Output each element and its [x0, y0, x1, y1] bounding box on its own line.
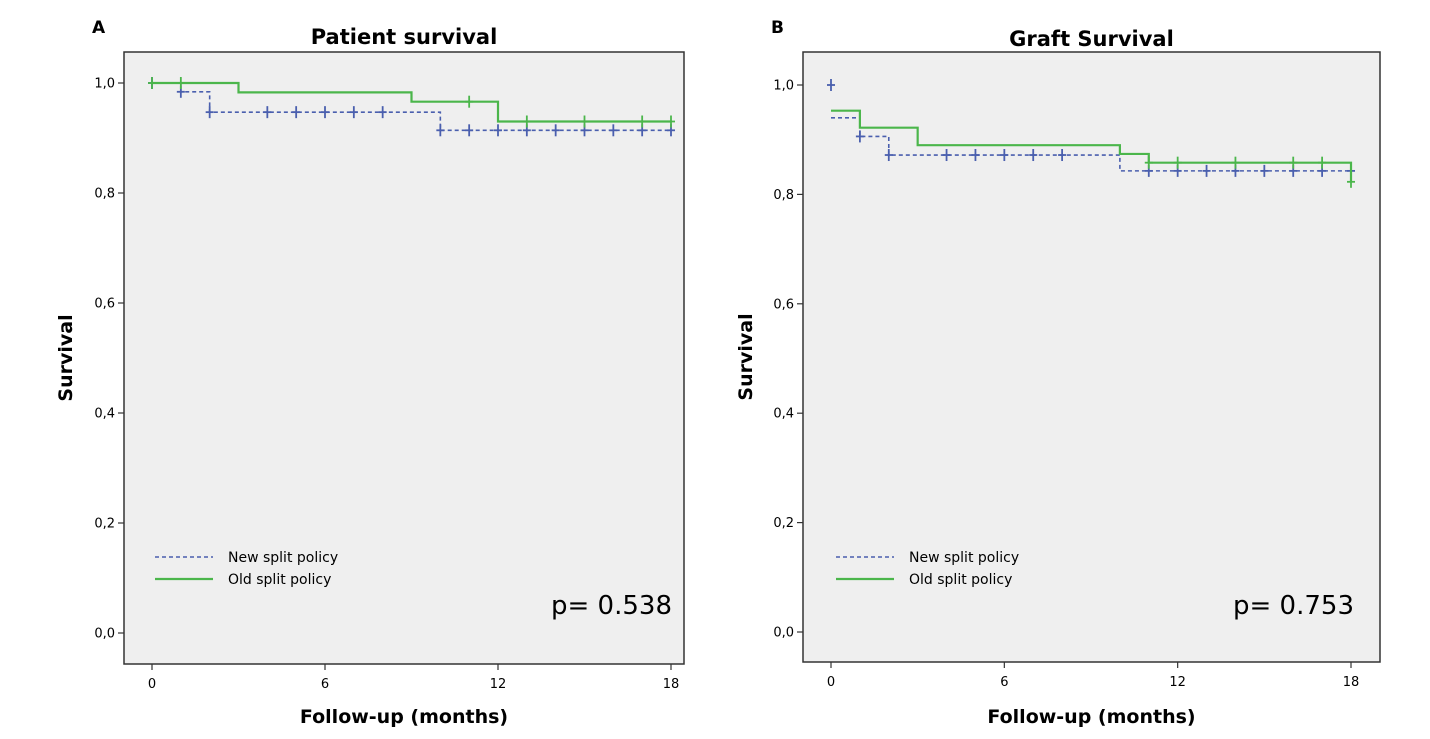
chart-a-series-new-split-policy-censor-mark [263, 106, 272, 119]
chart-b-series-new-split-policy-censor-mark [855, 130, 864, 143]
chart-b-series-old-split-policy [831, 109, 1355, 188]
chart-a-x-axis-label: Follow-up (months) [300, 706, 508, 728]
chart-a-series-new-split-policy-censor-mark [494, 124, 502, 137]
chart-b-p-value: p= 0.753 [1233, 591, 1354, 621]
chart-b-title: Graft Survival [1009, 27, 1174, 51]
chart-a-panel-letter: A [92, 18, 106, 38]
chart-a-series-new-split-policy-censor-mark [292, 106, 301, 119]
chart-a-plot-area [123, 51, 685, 665]
chart-a-x-tick-label: 12 [490, 677, 507, 692]
chart-b-legend: New split policy Old split policy [836, 550, 1019, 588]
chart-b-x-tick-label: 18 [1343, 675, 1360, 690]
chart-b-y-tick-label: 0,8 [773, 188, 794, 203]
chart-b-series-old-split-policy-censor-mark [1231, 156, 1240, 169]
chart-a-y-tick-label: 1,0 [94, 77, 115, 92]
chart-a-y-tick-label: 0,0 [94, 627, 115, 642]
chart-a-series-old-split-policy-censor-mark [580, 115, 589, 128]
chart-b-series-new-split-policy-censor-mark [1260, 164, 1269, 177]
chart-a-y-axis-label: Survival [55, 314, 77, 401]
chart-a-series-new-split-policy-censor-mark [349, 106, 358, 119]
chart-a-y-tick-label: 0,8 [94, 187, 115, 202]
chart-b-series-old-split-policy-censor-mark [1173, 156, 1182, 169]
chart-a-series-old-split-policy-censor-mark [148, 77, 156, 89]
chart-b-y-tick-label: 0,2 [773, 516, 794, 531]
chart-a-y-tick-label: 0,4 [94, 407, 115, 422]
chart-a-series-new-split-policy-censor-mark [321, 106, 329, 119]
chart-b-x-tick-label: 0 [827, 675, 835, 690]
chart-a-series-old-split-policy-censor-mark [465, 95, 474, 108]
chart-a-series-old-split-policy-censor-mark [522, 115, 531, 128]
chart-a-series-old-split-policy-line [152, 81, 671, 123]
chart-b-y-tick-label: 0,0 [773, 626, 794, 641]
chart-b-panel-letter: B [771, 18, 784, 38]
chart-a: A Patient survival 0,0 0,2 0,4 0,6 0,8 1,0 0 6 12 1… [55, 18, 685, 728]
chart-b-y-tick-label: 0,6 [773, 297, 794, 312]
chart-a-legend-label: Old split policy [228, 572, 331, 588]
chart-b-series-new-split-policy-censor-mark [1029, 149, 1038, 162]
chart-a-y-tick-label: 0,2 [94, 517, 115, 532]
chart-b-series-new-split-policy-censor-mark [884, 149, 893, 162]
chart-a-p-value: p= 0.538 [551, 591, 672, 621]
chart-b-series-old-split-policy-line [831, 109, 1353, 182]
chart-b-series-new-split-policy-censor-mark [827, 79, 835, 91]
chart-a-series-new-split-policy-censor-mark [551, 124, 560, 137]
chart-a-series-new-split-policy-censor-mark [205, 106, 214, 119]
chart-b-series-new-split-policy-censor-mark [1058, 149, 1067, 162]
chart-b-series-old-split-policy-censor-mark [1318, 156, 1327, 169]
chart-a-series-new-split-policy-censor-mark [436, 124, 445, 137]
chart-b-series-old-split-policy-censor-mark [1347, 175, 1355, 188]
chart-b-x-tick-label: 12 [1169, 675, 1186, 690]
chart-b-series-old-split-policy-censor-mark [1289, 156, 1298, 169]
chart-a-series-old-split-policy-censor-mark [638, 115, 647, 128]
chart-b: B Graft Survival 0,0 0,2 0,4 0,6 0,8 1,0 0 6 12 18 F… [735, 18, 1381, 728]
chart-b-x-tick-label: 6 [1000, 675, 1008, 690]
chart-b-series-new-split-policy-censor-mark [1000, 149, 1009, 162]
chart-a-legend-label: New split policy [228, 550, 338, 566]
chart-b-x-axis-label: Follow-up (months) [987, 706, 1195, 728]
chart-b-legend-label: New split policy [909, 550, 1019, 566]
chart-a-series-new-split-policy-censor-mark [609, 124, 618, 137]
chart-a-title: Patient survival [311, 25, 498, 49]
chart-a-series-old-split-policy [148, 77, 675, 128]
chart-b-y-axis-label: Survival [735, 313, 757, 400]
chart-a-legend: New split policy Old split policy [155, 550, 338, 588]
chart-b-legend-label: Old split policy [909, 572, 1012, 588]
chart-a-x-tick-label: 0 [148, 677, 156, 692]
chart-b-series-new-split-policy-censor-mark [1202, 164, 1211, 177]
chart-b-series-old-split-policy-censor-mark [1144, 156, 1153, 169]
chart-a-x-tick-label: 6 [321, 677, 329, 692]
chart-a-y-tick-label: 0,6 [94, 297, 115, 312]
chart-a-series-new-split-policy-censor-mark [465, 124, 474, 137]
chart-b-series-new-split-policy-censor-mark [971, 149, 980, 162]
chart-b-y-tick-label: 0,4 [773, 407, 794, 422]
chart-a-x-tick-label: 18 [663, 677, 680, 692]
chart-a-series-old-split-policy-censor-mark [176, 77, 185, 89]
chart-a-series-old-split-policy-censor-mark [667, 115, 675, 128]
chart-b-series-new-split-policy-censor-mark [942, 149, 951, 162]
chart-b-plot-area [802, 51, 1381, 663]
chart-b-y-tick-label: 1,0 [773, 79, 794, 94]
chart-a-series-new-split-policy-censor-mark [378, 106, 387, 119]
